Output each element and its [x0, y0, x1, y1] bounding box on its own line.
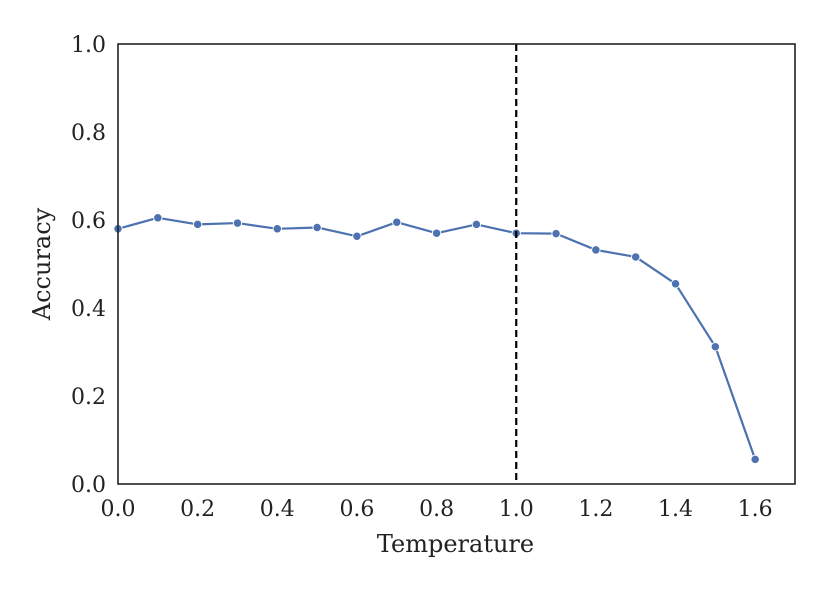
data-point: [631, 252, 641, 262]
y-tick-label: 0.6: [71, 209, 106, 234]
x-axis-title: Temperature: [377, 530, 534, 558]
x-tick-label: 1.2: [578, 497, 613, 522]
data-point: [710, 342, 720, 352]
x-tick-label: 1.6: [738, 497, 773, 522]
data-point: [750, 454, 760, 465]
y-tick-label: 0.2: [71, 385, 106, 410]
y-axis-title: Accuracy: [28, 207, 56, 321]
plot-area: [113, 44, 760, 484]
data-point: [312, 222, 322, 233]
data-point: [591, 245, 601, 255]
y-tick-label: 0.8: [71, 121, 106, 146]
x-tick-label: 0.4: [260, 497, 295, 522]
data-point: [551, 228, 561, 239]
data-point: [670, 279, 681, 289]
data-point: [192, 219, 203, 230]
plot-frame: [117, 43, 796, 485]
data-point: [232, 218, 243, 228]
x-tick-label: 0.8: [419, 497, 454, 522]
series-line: [116, 216, 757, 461]
data-point: [392, 217, 402, 227]
data-point: [352, 231, 362, 241]
x-tick-label: 0.6: [339, 497, 374, 522]
data-point: [153, 213, 163, 223]
x-tick-label: 0.0: [101, 497, 136, 522]
y-tick-label: 0.0: [71, 473, 106, 498]
data-point: [431, 228, 442, 238]
y-tick-label: 0.4: [71, 297, 106, 322]
y-tick-label: 1.0: [71, 33, 106, 58]
data-point: [272, 224, 282, 234]
data-point: [471, 219, 482, 230]
x-tick-label: 1.0: [499, 497, 534, 522]
axes: 0.0 0.2 0.4 0.6 0.8 1.0 1.2 1.4 1.6 0.0 0.2 0.4 0.6 0…: [28, 33, 796, 558]
x-tick-label: 1.4: [658, 497, 693, 522]
x-tick-label: 0.2: [180, 497, 215, 522]
